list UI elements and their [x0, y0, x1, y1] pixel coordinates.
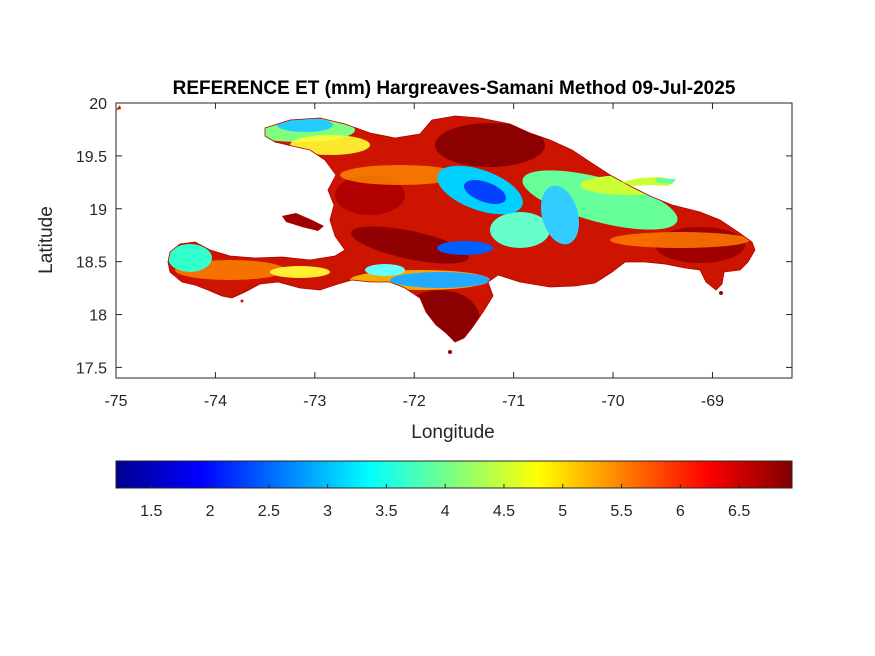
y-tick-label: 20 — [89, 96, 107, 113]
y-axis-ticks: 20 19.5 19 18.5 18 17.5 — [76, 96, 792, 377]
x-tick-label: -70 — [601, 393, 624, 410]
colorbar-tick-label: 6.5 — [728, 503, 750, 520]
colorbar-tick-label: 2.5 — [258, 503, 280, 520]
beata-island — [448, 350, 452, 354]
colorbar-tick-label: 4 — [441, 503, 450, 520]
x-tick-label: -69 — [701, 393, 724, 410]
samana-tip — [655, 178, 676, 184]
y-tick-label: 19 — [89, 202, 107, 219]
x-axis-ticks: -75 -74 -73 -72 -71 -70 -69 — [104, 103, 724, 410]
y-axis-label: Latitude — [36, 206, 57, 274]
x-tick-label: -73 — [303, 393, 326, 410]
colorbar-tick-label: 3.5 — [375, 503, 397, 520]
x-axis-label: Longitude — [411, 422, 494, 443]
colorbar-tick-label: 5 — [558, 503, 567, 520]
y-tick-label: 18 — [89, 308, 107, 325]
colorbar — [115, 460, 793, 489]
x-tick-label: -75 — [104, 393, 127, 410]
colorbar-tick-label: 1.5 — [140, 503, 162, 520]
colorbar-tick-label: 2 — [206, 503, 215, 520]
colorbar-tick-label: 5.5 — [610, 503, 632, 520]
y-tick-label: 18.5 — [76, 255, 107, 272]
x-tick-label: -74 — [204, 393, 227, 410]
corner-pixel — [116, 105, 121, 110]
y-tick-label: 17.5 — [76, 360, 107, 377]
x-tick-label: -72 — [403, 393, 426, 410]
colorbar-tick-label: 4.5 — [493, 503, 515, 520]
colorbar-tick-label: 6 — [676, 503, 685, 520]
y-tick-label: 19.5 — [76, 149, 107, 166]
colorbar-ticks: 1.5 2 2.5 3 3.5 4 4.5 5 5.5 6 6.5 — [140, 484, 750, 520]
colorbar-tick-label: 3 — [323, 503, 332, 520]
gonave-island — [282, 213, 324, 231]
map-title: REFERENCE ET (mm) Hargreaves-Samani Meth… — [173, 78, 736, 99]
saona-island — [719, 291, 723, 295]
small-islet — [240, 299, 244, 303]
x-tick-label: -71 — [502, 393, 525, 410]
